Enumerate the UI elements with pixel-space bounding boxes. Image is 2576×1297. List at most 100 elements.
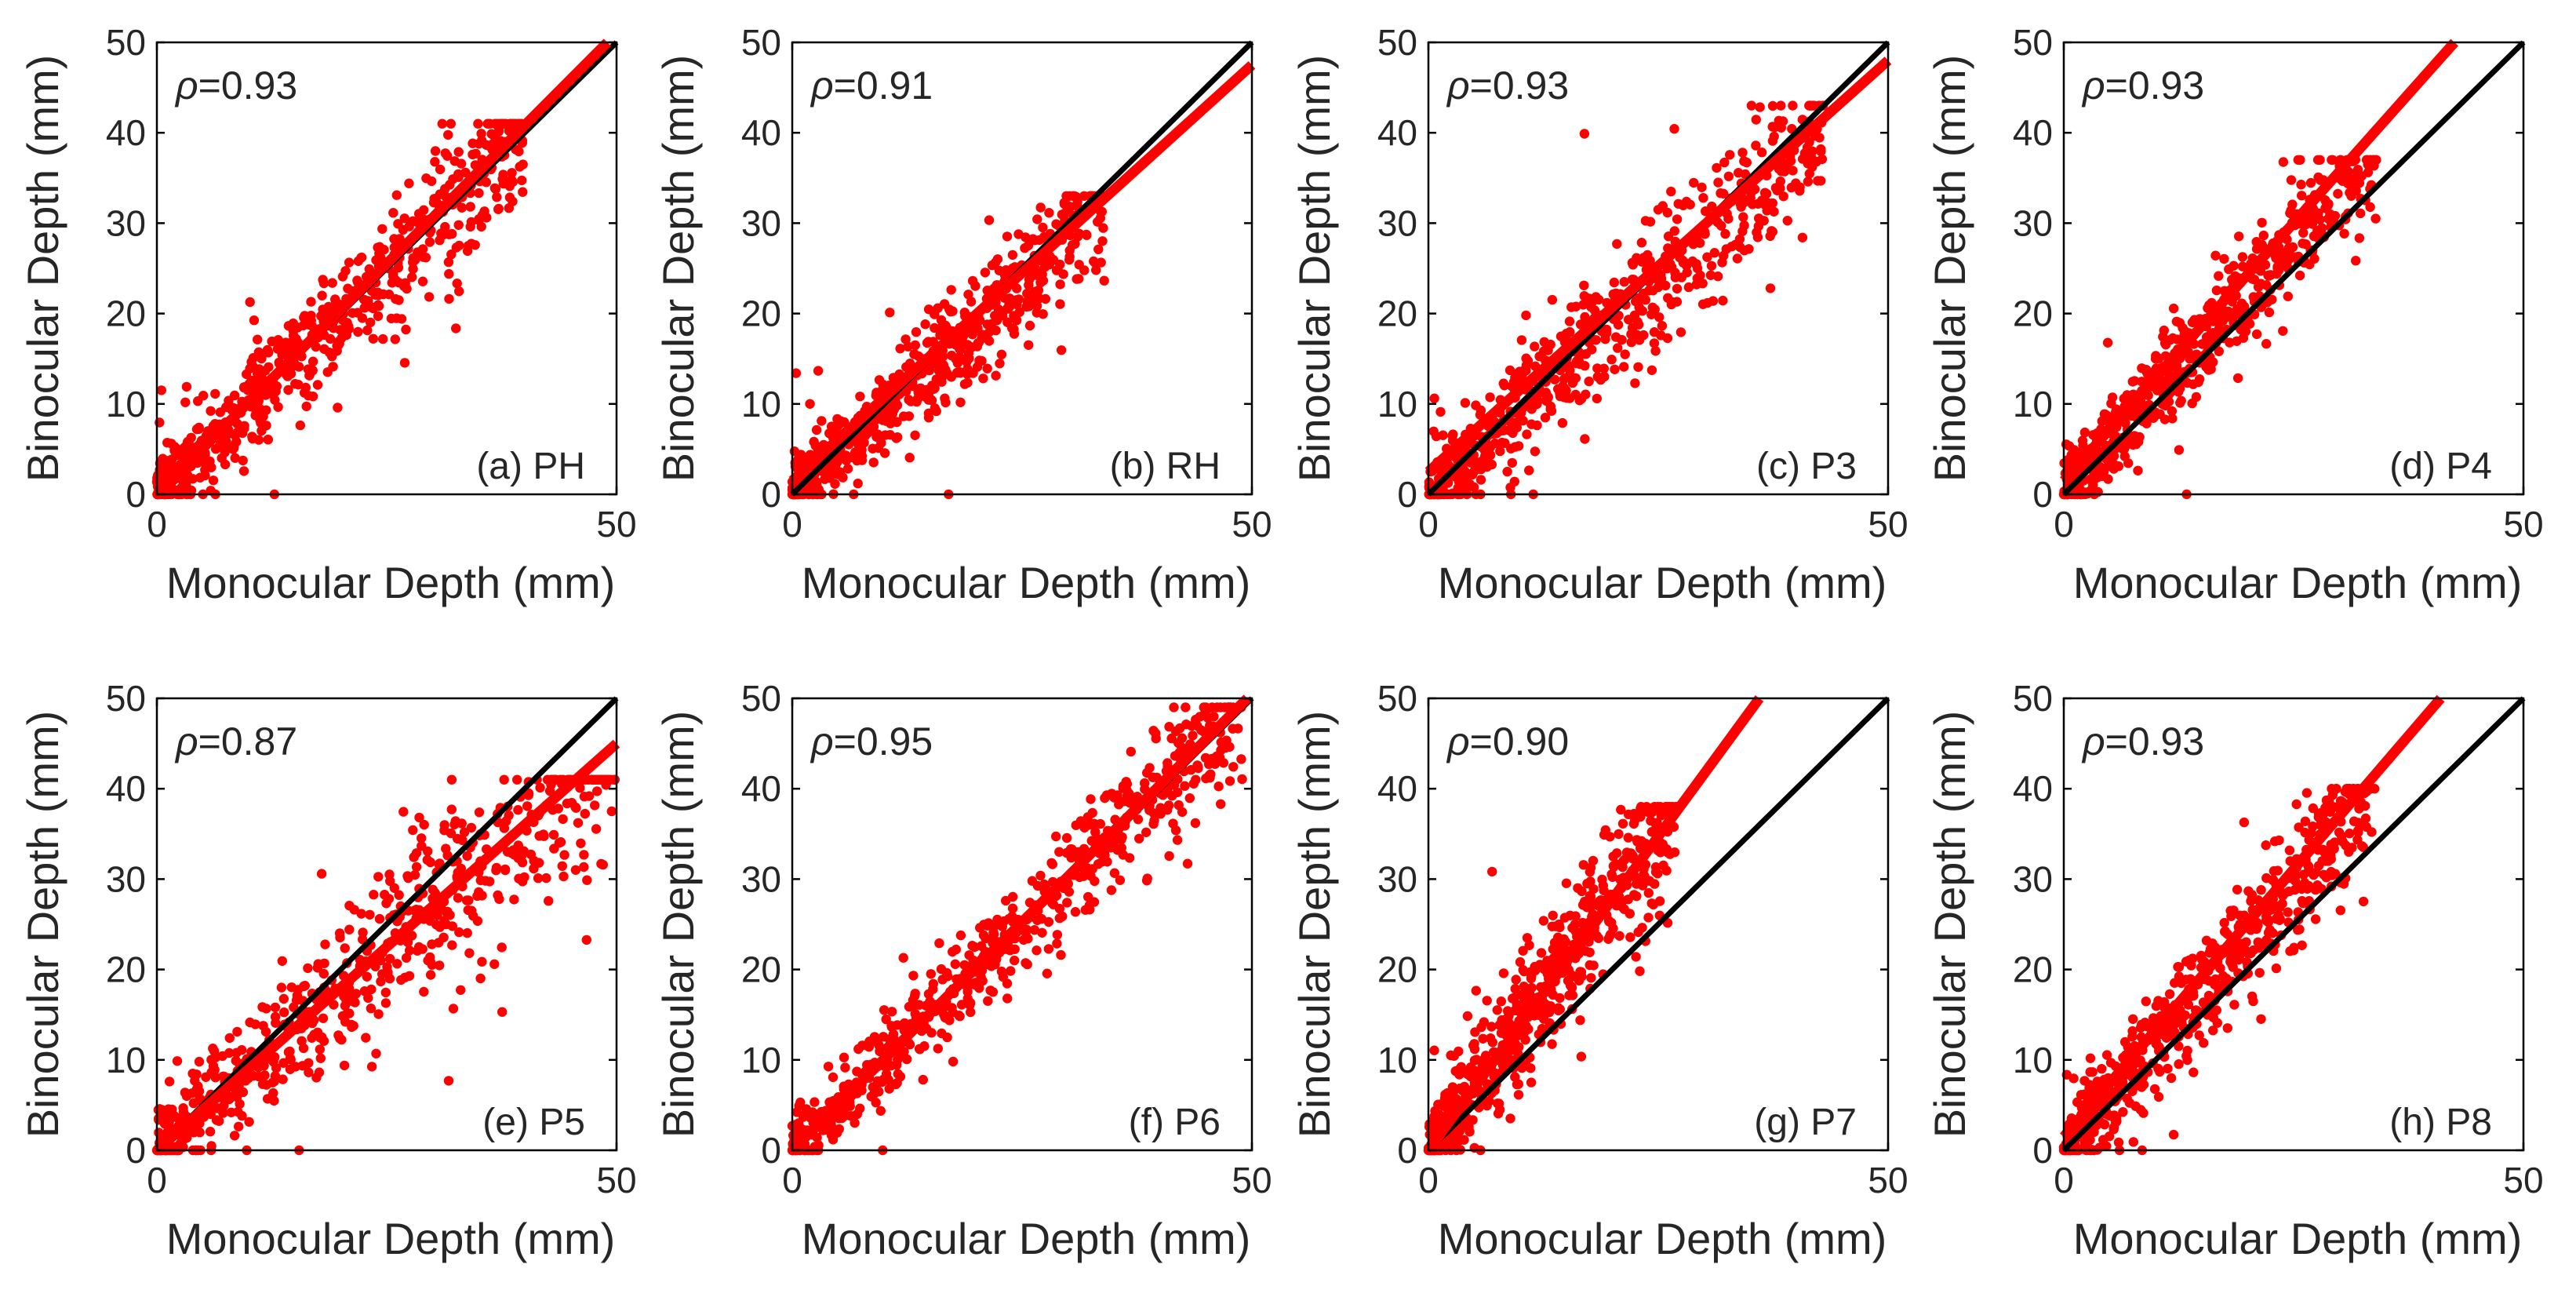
data-point <box>598 859 608 870</box>
data-point <box>393 219 403 229</box>
data-point <box>1705 270 1716 280</box>
y-tick-label: 10 <box>741 384 781 424</box>
data-point <box>229 1131 240 1141</box>
data-point <box>895 344 905 354</box>
data-point <box>1629 310 1640 320</box>
data-point <box>570 865 581 876</box>
data-point <box>391 190 402 200</box>
data-point <box>316 869 327 879</box>
data-point <box>1051 831 1061 842</box>
data-point <box>210 1073 220 1083</box>
data-point <box>2182 377 2192 388</box>
data-point <box>1521 310 1531 321</box>
data-point <box>238 428 248 439</box>
data-point <box>952 358 963 368</box>
panel-label: (g) P7 <box>1754 1102 1857 1143</box>
data-point <box>1737 226 1748 236</box>
data-point <box>1162 758 1173 768</box>
data-point <box>1617 334 1627 345</box>
data-point <box>2251 329 2262 340</box>
data-point <box>1649 338 1660 348</box>
data-point <box>2229 1000 2239 1010</box>
data-point <box>474 188 484 199</box>
data-point <box>1500 438 1510 448</box>
data-point <box>1636 836 1646 847</box>
data-point <box>901 334 911 344</box>
data-point <box>377 224 387 234</box>
data-point <box>1585 891 1596 902</box>
x-axis-label: Monocular Depth (mm) <box>2073 558 2523 607</box>
y-tick-label: 40 <box>2013 112 2053 153</box>
data-point <box>300 311 310 321</box>
data-point <box>822 472 832 483</box>
rho-label: ρ=0.91 <box>810 64 933 107</box>
data-point <box>1663 847 1673 858</box>
data-point <box>1064 254 1075 265</box>
data-point <box>417 833 427 843</box>
data-point <box>855 1103 865 1113</box>
data-point <box>2097 1064 2107 1074</box>
data-point <box>1678 200 1688 210</box>
data-point <box>238 1087 249 1098</box>
data-point <box>304 370 315 381</box>
data-point <box>1643 250 1653 260</box>
data-point <box>515 162 525 172</box>
data-point <box>2159 414 2170 424</box>
data-point <box>158 471 169 481</box>
data-point <box>491 865 501 876</box>
data-point <box>518 187 528 197</box>
data-point <box>453 220 464 230</box>
data-point <box>1042 968 1053 978</box>
data-point <box>1167 791 1177 801</box>
data-point <box>1435 406 1446 417</box>
data-point <box>548 829 559 840</box>
x-axis-label: Monocular Depth (mm) <box>802 558 1251 607</box>
fit-line <box>1424 56 1892 476</box>
data-point <box>353 256 364 266</box>
data-point <box>2349 173 2360 184</box>
data-point <box>1065 202 1075 212</box>
data-point <box>873 443 884 454</box>
data-point <box>2312 155 2323 165</box>
data-point <box>493 204 504 214</box>
data-point <box>1617 818 1628 829</box>
data-point <box>1482 1100 1492 1111</box>
data-point <box>2160 340 2171 350</box>
data-point <box>399 213 409 224</box>
data-point <box>906 396 916 406</box>
data-point <box>558 871 569 882</box>
data-point <box>399 358 410 368</box>
data-point <box>1647 302 1657 312</box>
data-point <box>1504 365 1515 376</box>
data-point <box>356 909 366 919</box>
data-point <box>512 774 522 785</box>
data-point <box>1089 897 1100 907</box>
data-point <box>2327 155 2338 165</box>
data-point <box>446 118 456 129</box>
data-point <box>1521 986 1531 996</box>
data-point <box>373 311 384 322</box>
data-point <box>417 276 428 286</box>
data-point <box>1585 867 1595 877</box>
data-point <box>1741 157 1752 168</box>
data-point <box>791 1107 802 1117</box>
data-point <box>839 1052 850 1062</box>
y-axis-label: Binocular Depth (mm) <box>18 711 67 1139</box>
data-point <box>238 455 248 466</box>
data-point <box>464 948 475 958</box>
data-point <box>1237 774 1247 785</box>
data-point <box>210 388 220 399</box>
data-point <box>497 942 507 953</box>
data-point <box>442 151 453 161</box>
data-point <box>1713 177 1723 188</box>
data-point <box>489 959 500 970</box>
data-point <box>468 911 478 921</box>
data-point <box>191 1069 202 1080</box>
y-tick-label: 0 <box>2032 474 2053 515</box>
data-point <box>425 970 436 980</box>
data-point <box>1524 940 1534 951</box>
data-point <box>1033 285 1044 296</box>
data-point <box>172 1056 183 1066</box>
data-point <box>1534 960 1545 970</box>
